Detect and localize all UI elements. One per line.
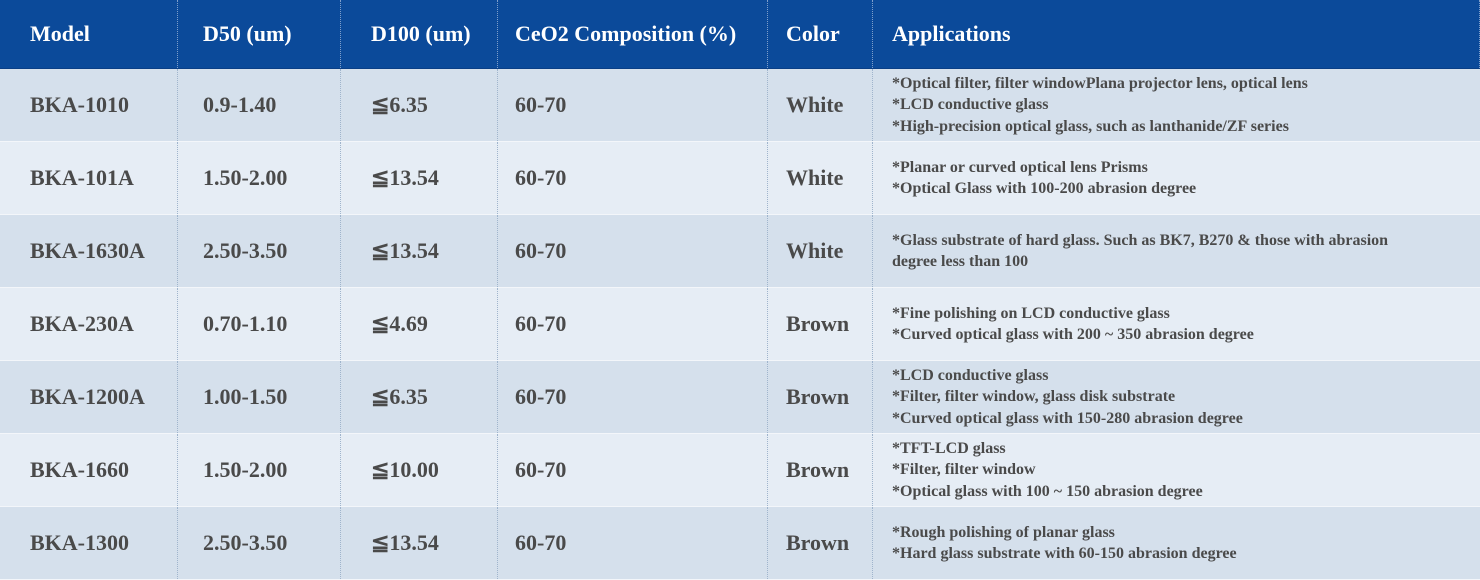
cell-color: White [768,142,873,214]
cell-color: White [768,69,873,141]
header-applications: Applications [873,0,1480,68]
cell-ceo2: 60-70 [498,361,768,433]
application-line: *High-precision optical glass, such as l… [892,117,1289,135]
cell-ceo2: 60-70 [498,215,768,287]
cell-ceo2: 60-70 [498,142,768,214]
application-line: *LCD conductive glass [892,96,1049,114]
table-row: BKA-101A 1.50-2.00 ≦13.54 60-70 White *P… [0,142,1480,215]
cell-ceo2: 60-70 [498,434,768,506]
table-row: BKA-230A 0.70-1.10 ≦4.69 60-70 Brown *Fi… [0,288,1480,361]
header-d50: D50 (um) [178,0,341,68]
cell-d100: ≦4.69 [341,288,498,360]
application-line: *Filter, filter window, glass disk subst… [892,388,1176,406]
cell-d100: ≦13.54 [341,215,498,287]
application-line: *Optical Glass with 100-200 abrasion deg… [892,180,1197,197]
application-line: *Optical glass with 100 ~ 150 abrasion d… [892,482,1203,500]
table-row: BKA-1300 2.50-3.50 ≦13.54 60-70 Brown *R… [0,507,1480,580]
cell-color: White [768,215,873,287]
application-line: *Glass substrate of hard glass. Such as … [892,231,1389,249]
cell-model: BKA-1200A [0,361,178,433]
cell-color: Brown [768,507,873,579]
application-line: *Planar or curved optical lens Prisms [892,158,1148,176]
cell-applications: *Optical filter, filter windowPlana proj… [873,69,1480,141]
cell-color: Brown [768,288,873,360]
cell-d100: ≦13.54 [341,507,498,579]
cell-color: Brown [768,434,873,506]
table-row: BKA-1010 0.9-1.40 ≦6.35 60-70 White *Opt… [0,69,1480,142]
application-line: degree less than 100 [892,253,1029,270]
table-row: BKA-1200A 1.00-1.50 ≦6.35 60-70 Brown *L… [0,361,1480,434]
cell-applications: *Glass substrate of hard glass. Such as … [873,215,1480,287]
cell-ceo2: 60-70 [498,288,768,360]
cell-d100: ≦6.35 [341,361,498,433]
application-line: *Hard glass substrate with 60-150 abrasi… [892,545,1237,562]
cell-d50: 1.00-1.50 [178,361,341,433]
cell-applications: *Rough polishing of planar glass *Hard g… [873,507,1480,579]
cell-d50: 1.50-2.00 [178,142,341,214]
application-line: *TFT-LCD glass [892,439,1006,457]
cell-applications: *LCD conductive glass *Filter, filter wi… [873,361,1480,433]
table-row: BKA-1660 1.50-2.00 ≦10.00 60-70 Brown *T… [0,434,1480,507]
cell-model: BKA-1660 [0,434,178,506]
application-line: *Optical filter, filter windowPlana proj… [892,74,1308,92]
cell-d100: ≦6.35 [341,69,498,141]
cell-model: BKA-1010 [0,69,178,141]
cell-model: BKA-1630A [0,215,178,287]
cell-applications: *TFT-LCD glass *Filter, filter window *O… [873,434,1480,506]
cell-model: BKA-230A [0,288,178,360]
application-line: *Rough polishing of planar glass [892,523,1115,541]
table-row: BKA-1630A 2.50-3.50 ≦13.54 60-70 White *… [0,215,1480,288]
application-line: *Fine polishing on LCD conductive glass [892,304,1170,322]
cell-d50: 2.50-3.50 [178,507,341,579]
header-d100: D100 (um) [341,0,498,68]
cell-model: BKA-101A [0,142,178,214]
header-model: Model [0,0,178,68]
cell-d50: 2.50-3.50 [178,215,341,287]
cell-d100: ≦13.54 [341,142,498,214]
table-header-row: Model D50 (um) D100 (um) CeO2 Compositio… [0,0,1480,69]
header-color: Color [768,0,873,68]
cell-d50: 0.70-1.10 [178,288,341,360]
cell-applications: *Planar or curved optical lens Prisms *O… [873,142,1480,214]
application-line: *Curved optical glass with 200 ~ 350 abr… [892,326,1254,343]
application-line: *Curved optical glass with 150-280 abras… [892,409,1243,427]
header-ceo2-composition: CeO2 Composition (%) [498,0,768,68]
cell-d50: 0.9-1.40 [178,69,341,141]
cell-d50: 1.50-2.00 [178,434,341,506]
cell-ceo2: 60-70 [498,507,768,579]
cell-color: Brown [768,361,873,433]
application-line: *Filter, filter window [892,461,1036,479]
cell-ceo2: 60-70 [498,69,768,141]
cell-d100: ≦10.00 [341,434,498,506]
application-line: *LCD conductive glass [892,366,1049,384]
cell-model: BKA-1300 [0,507,178,579]
cell-applications: *Fine polishing on LCD conductive glass … [873,288,1480,360]
